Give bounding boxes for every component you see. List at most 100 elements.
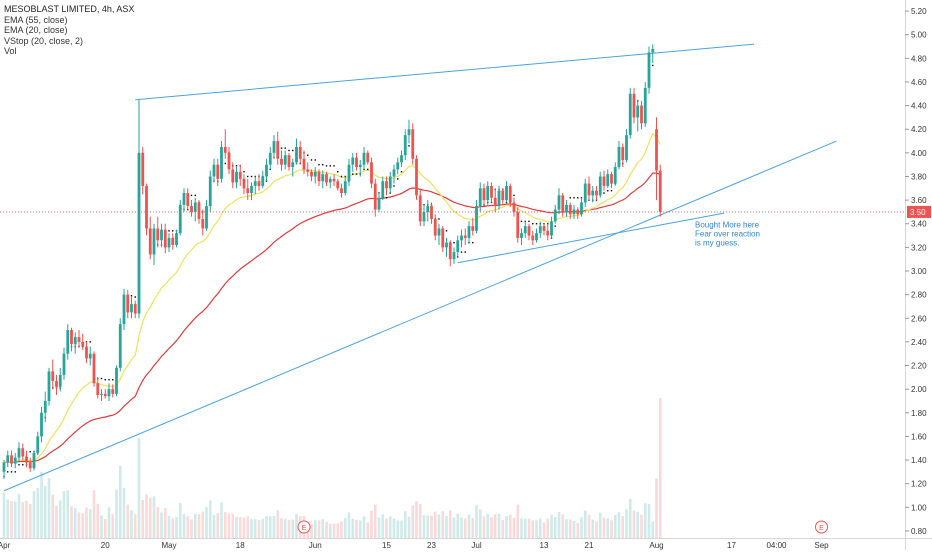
candle-body [88,353,92,359]
volume-bar [205,507,208,538]
volume-bar [583,510,587,538]
candle-body [396,162,400,170]
volume-bar [317,520,321,538]
candle-body [163,229,167,248]
vstop-dot [29,451,31,453]
volume-bar [621,516,625,538]
volume-bar [343,518,347,538]
ema55-legend[interactable]: EMA (55, close) [4,14,68,25]
price-tick-label: 2.20 [911,362,927,371]
price-tick-label: 4.00 [911,149,927,158]
volume-bar [415,501,418,538]
volume-bar [358,520,362,538]
volume-bar [625,509,628,538]
candle-body [73,337,77,345]
ema20-legend[interactable]: EMA (20, close) [4,25,68,35]
candle-body [433,219,437,236]
volume-bar [25,500,28,538]
vstop-dot [577,197,579,199]
candle-body [272,141,276,153]
vstop-dot [554,225,556,227]
vstop-dot [400,171,403,173]
price-tick-label: 1.20 [911,480,927,489]
price-tick-label: 3.80 [911,172,927,181]
candle-body [306,169,310,172]
volume-bar [490,517,493,538]
candle-body [201,219,205,229]
candle-body [392,169,396,177]
candle-body [531,235,535,241]
volume-bar [190,519,193,538]
annotation-line: is my guess. [695,238,739,247]
candle-body [2,462,6,472]
candle-body [58,374,62,387]
volume-bar [156,507,160,538]
volume-bar [171,518,175,538]
volume-bar [407,516,411,538]
candle-body [385,181,388,189]
candle-body [651,48,655,53]
last-price-tag [907,205,931,218]
volume-bar [493,514,497,538]
volume-bar [96,503,100,538]
volume-bar [103,518,107,538]
vstop-dot [7,471,9,473]
volume-bar [471,517,475,538]
volume-bar [613,514,617,538]
volume-bar [272,516,276,538]
candle-body [141,152,145,186]
vstop-dot [408,145,410,147]
volume-bar [460,517,463,538]
volume-bar [523,518,527,538]
vstop-dot [130,295,133,297]
candle-body [366,152,370,163]
volume-bar [328,523,332,538]
candle-body [538,226,542,234]
time-tick-label: 23 [427,541,436,550]
trend-lines [3,43,837,492]
price-tick-label: 4.80 [911,54,927,63]
volume-bar [122,488,126,538]
volume-bar [377,517,381,538]
volume-legend[interactable]: Vol [4,46,17,56]
price-tick-label: 3.40 [911,220,927,229]
candle-body [103,393,107,397]
vstop-dot [134,296,136,298]
candle-body [32,452,36,469]
volume-bar [332,523,336,538]
chart-legend: MESOBLAST LIMITED, 4h, ASX EMA (55, clos… [4,4,134,57]
volume-bar [17,493,21,538]
candle-body [298,146,302,159]
vstop-dot [607,189,609,192]
price-tick-label: 2.00 [911,385,927,394]
volume-bar [175,517,178,538]
candle-body [516,211,520,238]
vstop-legend[interactable]: VStop (20, close, 2) [4,35,84,46]
volume-bar [366,522,370,538]
candle-body [467,226,471,238]
volume-bar [92,490,96,538]
volume-bar [40,472,43,538]
vstop-dot [168,230,170,232]
candle-body [535,233,538,241]
candle-body [126,294,130,313]
candle-body [643,87,647,124]
volume-bar [130,510,133,538]
candle-body [647,52,651,88]
volume-bar [220,502,223,538]
vstop-dot [280,147,283,149]
candle-body [40,412,43,437]
volume-bar [475,505,478,538]
volume-bar [606,518,610,538]
volume-bar [568,519,572,538]
vstop-dot [520,220,523,223]
vstop-dot [190,194,193,197]
volume-bar [62,491,66,538]
volume-bar [396,520,400,538]
candle-body [47,371,51,401]
candle-body [576,209,580,215]
candle-body [36,436,40,453]
symbol-title[interactable]: MESOBLAST LIMITED, 4h, ASX [4,4,135,14]
